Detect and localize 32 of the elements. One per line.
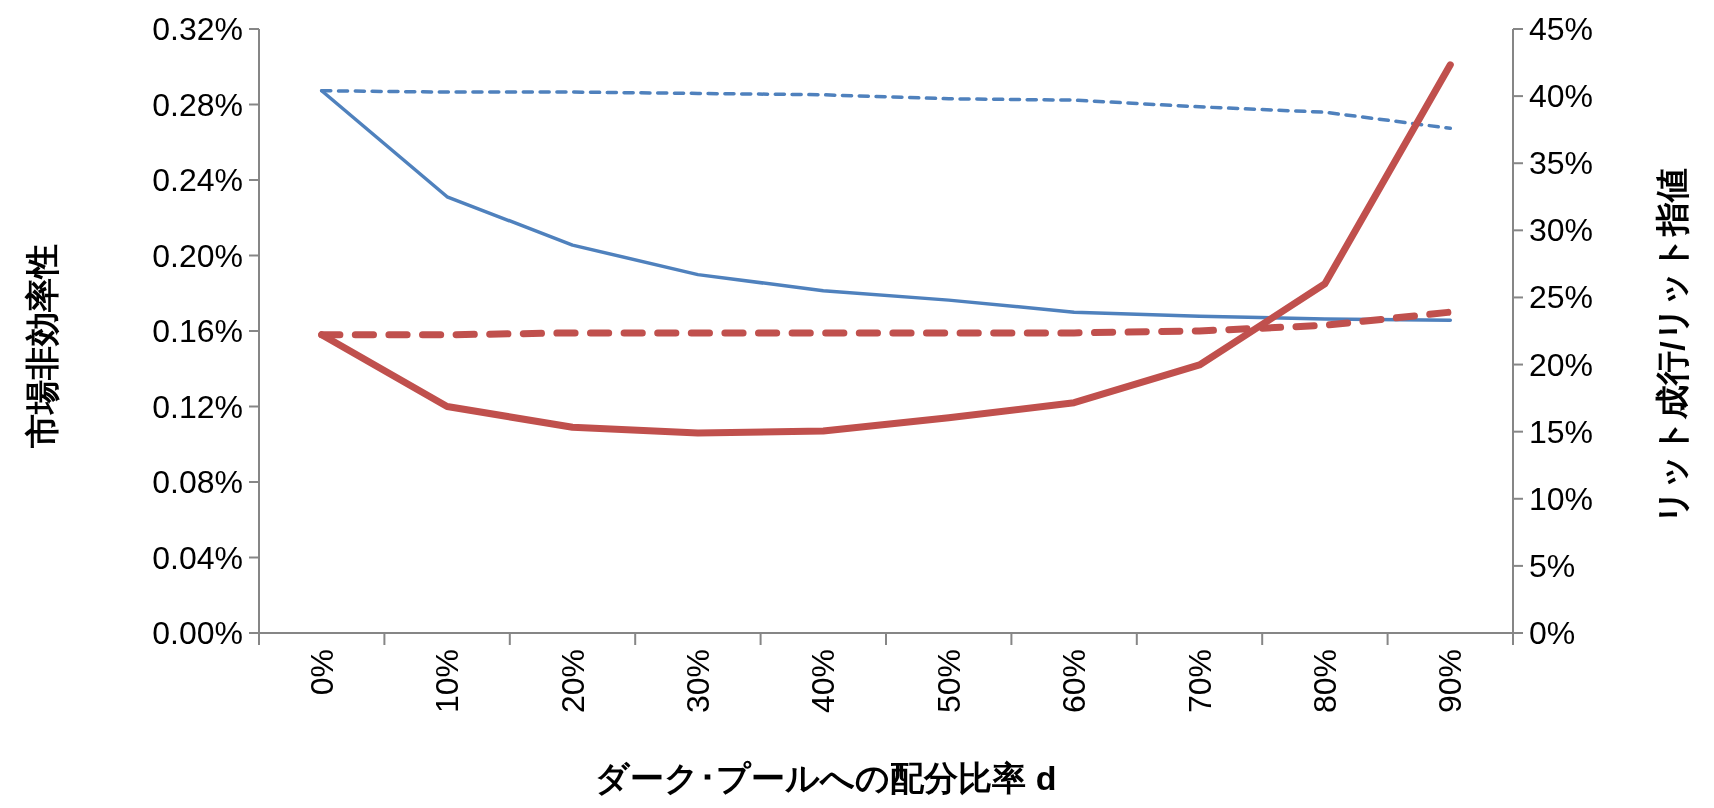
y2-tick-label: 10% — [1529, 480, 1594, 517]
y-tick-label: 0.32% — [152, 11, 243, 47]
x-tick-label: 20% — [554, 649, 591, 714]
y-tick-label: 0.24% — [152, 162, 243, 198]
y2-tick-label: 35% — [1529, 145, 1594, 182]
y-axis-title: 市場非効率性 — [23, 244, 61, 449]
y2-tick-label: 45% — [1529, 11, 1594, 47]
y2-tick-label: 20% — [1529, 346, 1594, 383]
y-tick-label: 0.04% — [152, 539, 243, 576]
x-tick-label: 50% — [930, 649, 967, 714]
y2-tick-label: 40% — [1529, 78, 1594, 115]
y-tick-label: 0.28% — [152, 86, 243, 123]
y2-tick-label: 0% — [1529, 615, 1576, 651]
x-tick-label: 10% — [429, 649, 466, 714]
y-tick-label: 0.00% — [152, 615, 243, 651]
x-tick-label: 30% — [679, 649, 716, 714]
x-tick-label: 60% — [1056, 649, 1093, 714]
y2-tick-label: 5% — [1529, 547, 1576, 584]
y-tick-label: 0.16% — [152, 313, 243, 349]
x-tick-label: 70% — [1181, 649, 1218, 714]
y2-axis-title: リット成行/リット指値 — [1653, 168, 1691, 524]
y-tick-label: 0.08% — [152, 464, 243, 500]
y2-tick-label: 25% — [1529, 279, 1594, 316]
y2-tick-label: 30% — [1529, 212, 1594, 249]
y-tick-label: 0.12% — [152, 388, 243, 425]
x-axis-title: ダーク･プールへの配分比率 d — [595, 759, 1057, 797]
y-tick-label: 0.20% — [152, 237, 243, 274]
x-tick-label: 40% — [805, 649, 842, 714]
x-tick-label: 90% — [1432, 649, 1469, 714]
x-tick-label: 0% — [303, 649, 340, 696]
x-tick-label: 80% — [1306, 649, 1343, 714]
y2-tick-label: 15% — [1529, 413, 1594, 450]
